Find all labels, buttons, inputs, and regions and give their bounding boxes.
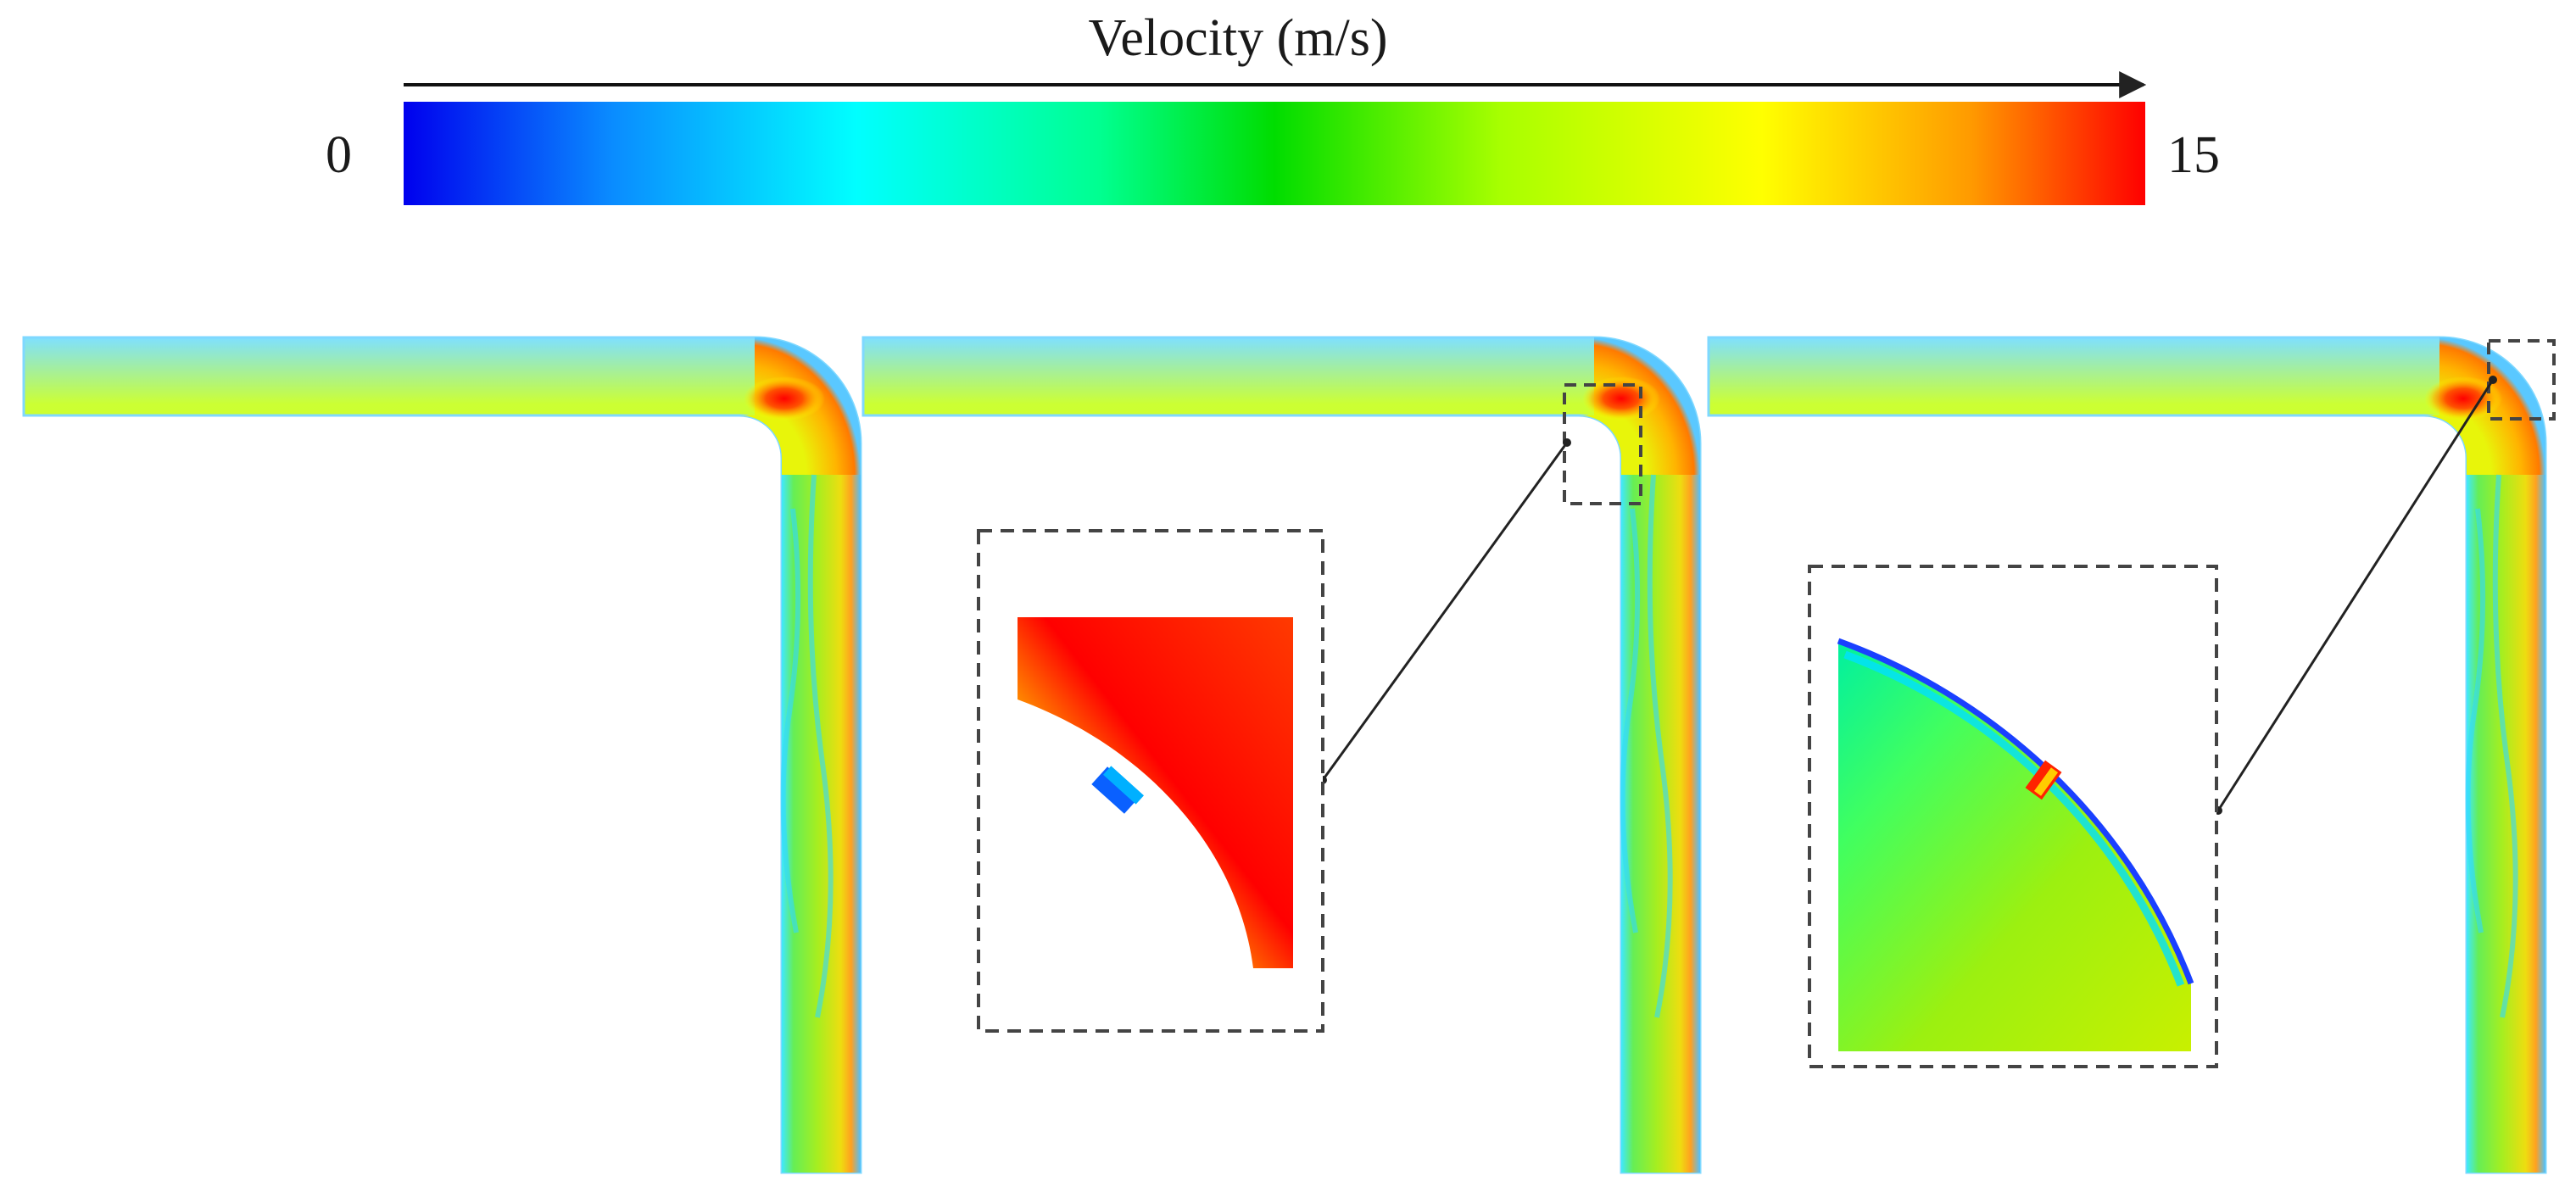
pipe-bend-outer-protrusion [1707,336,2556,1174]
colorbar [404,71,2147,205]
zoom-connector [2216,379,2495,811]
inset-protrusion-inner [977,529,1324,1033]
pipe-bend-inner-protrusion [861,336,1702,1174]
colorbar-gradient [404,102,2145,205]
colorbar-min-label: 0 [326,126,352,184]
colorbar-title: Velocity (m/s) [1088,9,1388,67]
zoom-connector [1321,442,1569,781]
pipe-bend-plain [22,336,862,1174]
inset-protrusion-outer [1808,565,2218,1068]
zoom-box [2487,339,2556,421]
colorbar-max-label: 15 [2167,126,2220,184]
